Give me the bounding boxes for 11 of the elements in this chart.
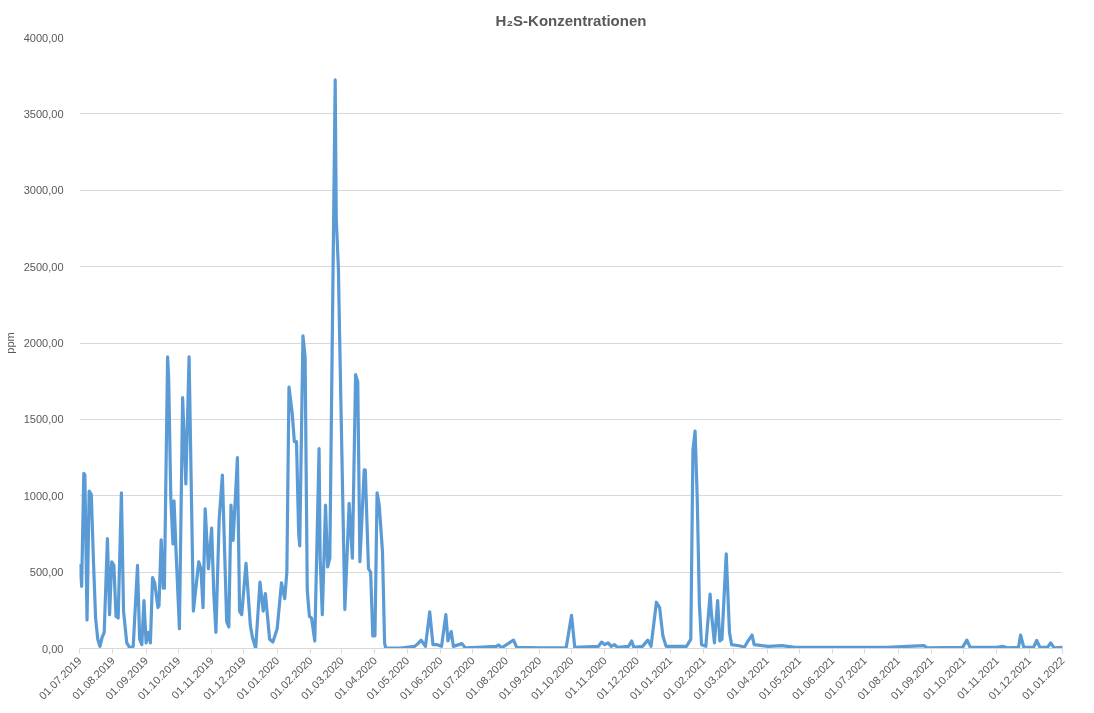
y-tick-label: 4000,00 <box>23 31 64 44</box>
y-tick-label: 500,00 <box>29 566 64 579</box>
y-tick-label: 2000,00 <box>23 337 64 349</box>
y-tick-label: 1000,00 <box>23 489 64 502</box>
y-tick-label: 1500,00 <box>23 413 64 426</box>
chart-title: H₂S-Konzentrationen <box>495 11 647 29</box>
y-tick-label: 2500,00 <box>23 260 64 273</box>
y-axis-title: ppm <box>3 332 16 354</box>
y-tick-label: 3000,00 <box>23 184 64 197</box>
y-tick-label: 3500,00 <box>23 107 64 120</box>
y-tick-label: 0,00 <box>42 642 64 655</box>
